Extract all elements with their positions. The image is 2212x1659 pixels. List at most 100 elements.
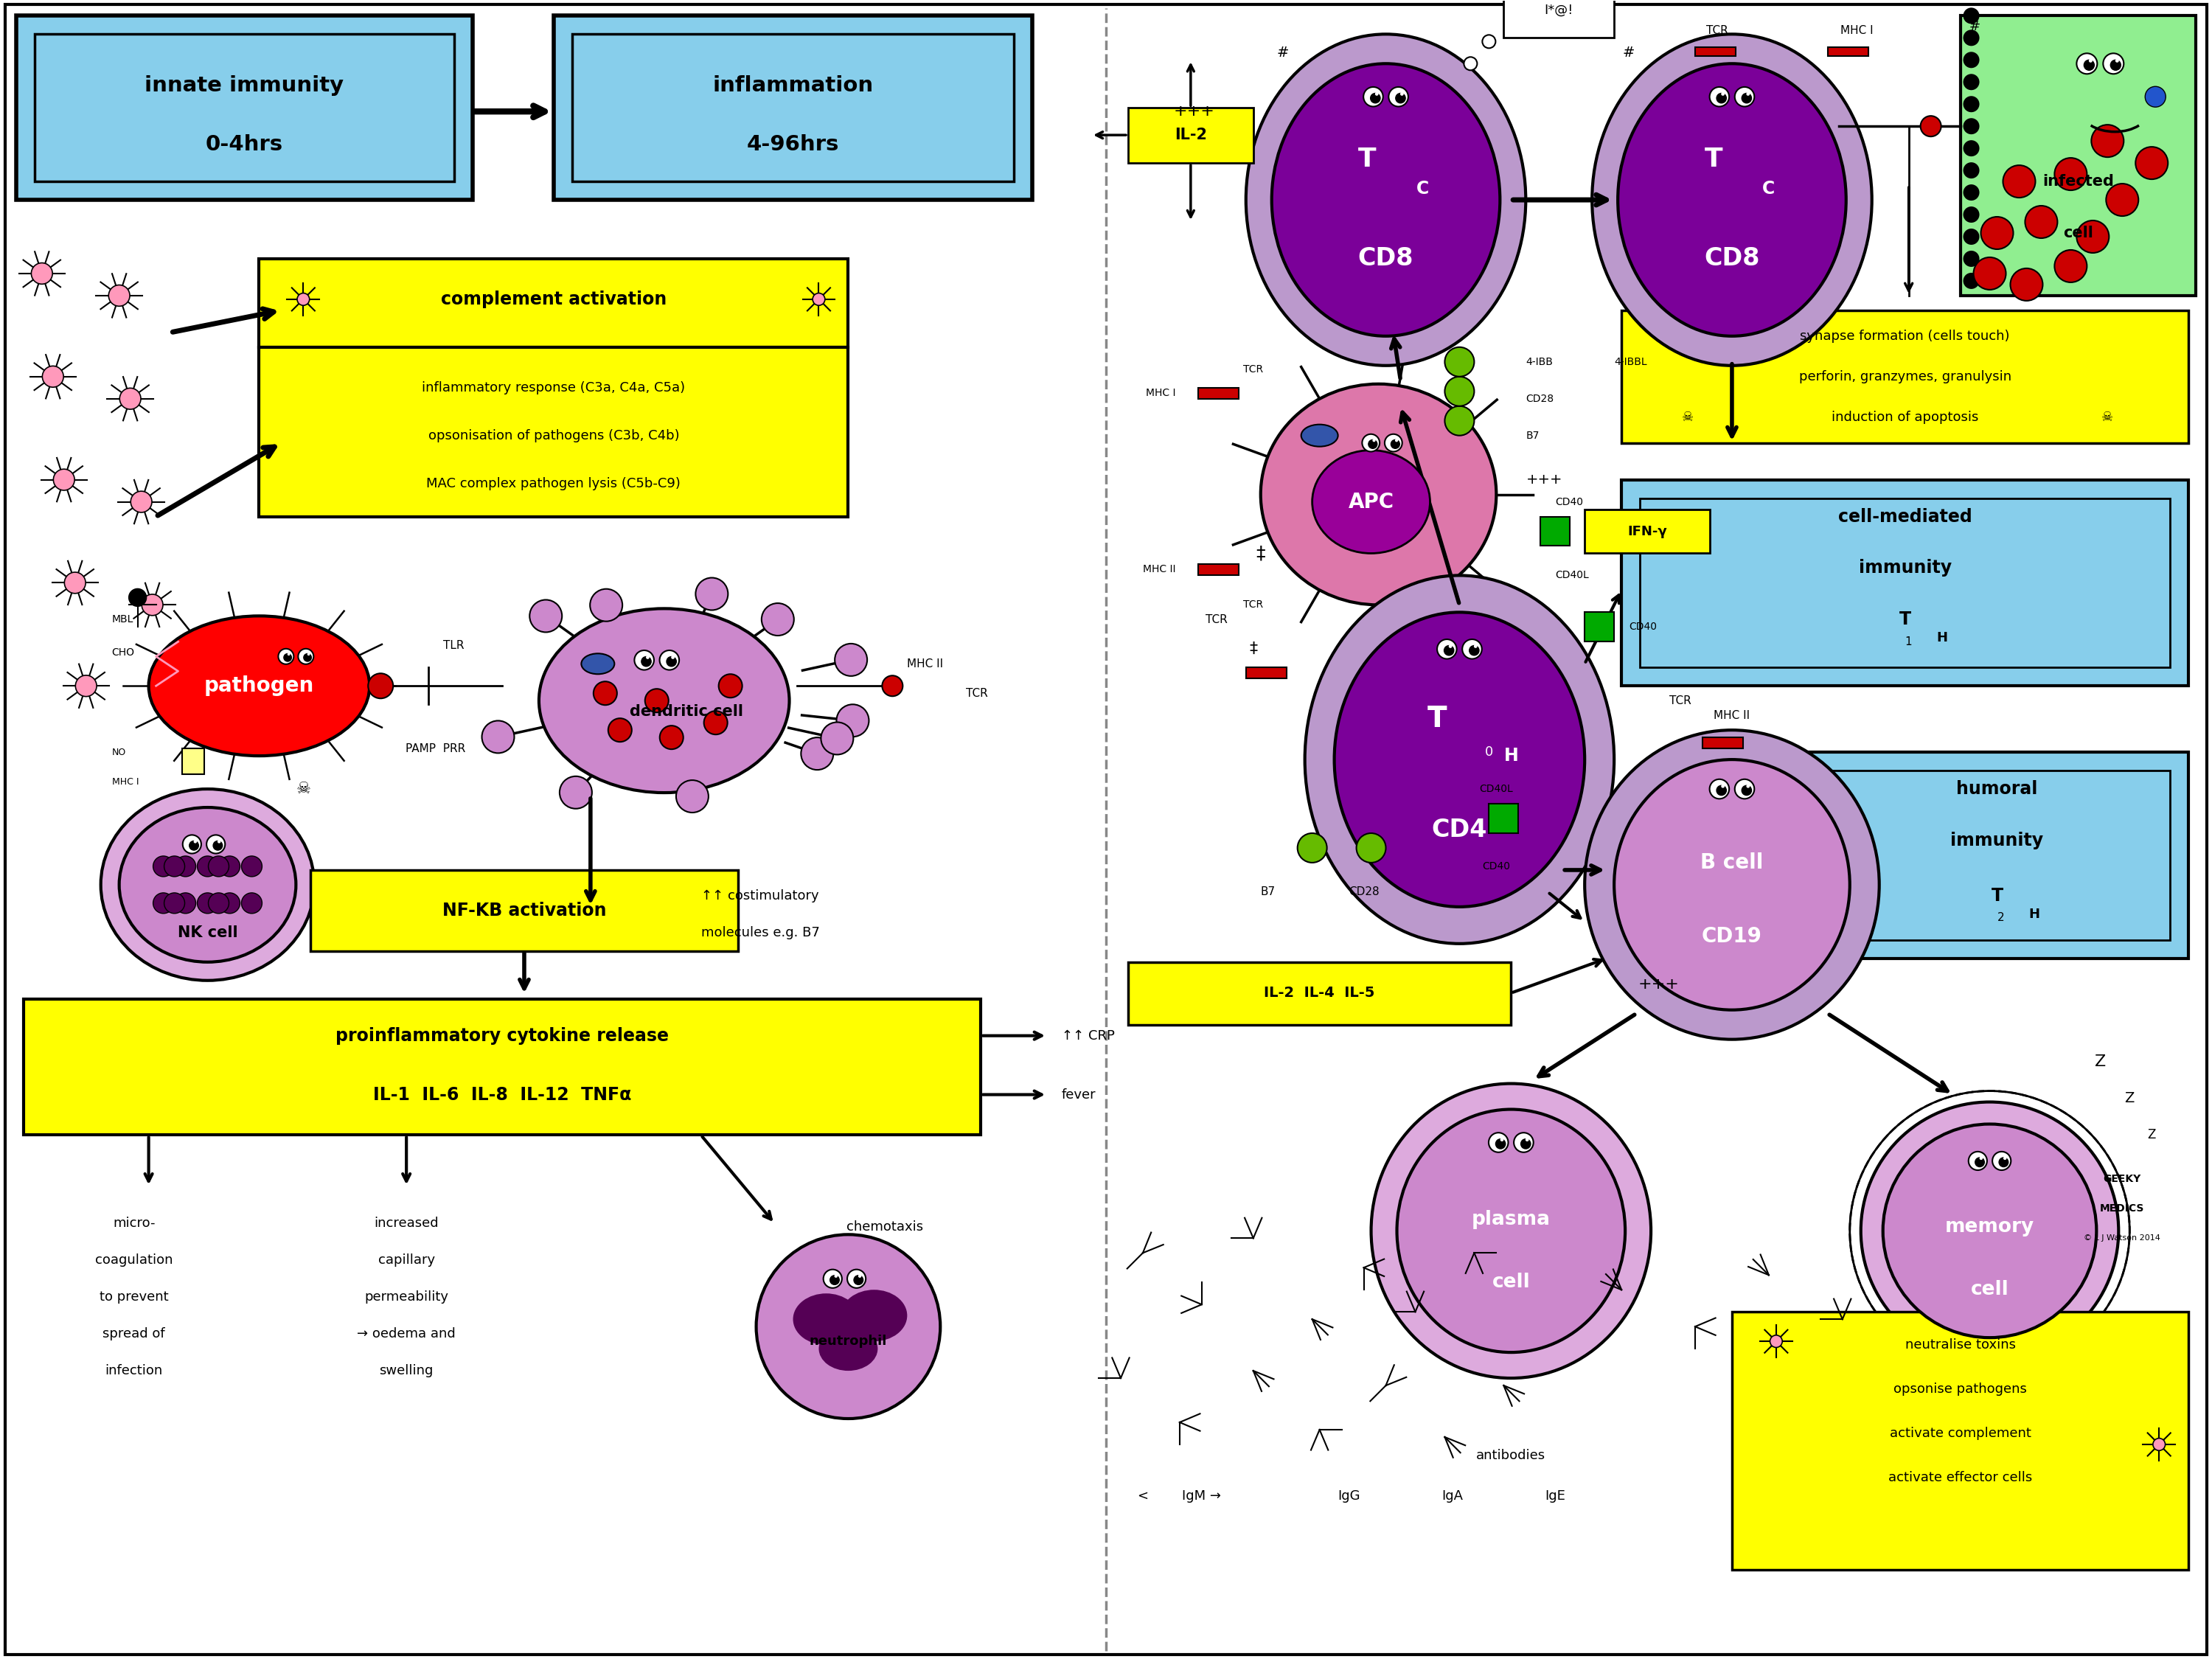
Circle shape (1369, 440, 1378, 448)
Text: dendritic cell: dendritic cell (630, 705, 743, 718)
Circle shape (836, 705, 869, 737)
Circle shape (1526, 1138, 1528, 1141)
Text: immunity: immunity (1951, 831, 2044, 849)
Ellipse shape (841, 1289, 907, 1342)
Circle shape (195, 839, 197, 843)
Circle shape (1964, 8, 1980, 23)
Circle shape (635, 650, 655, 670)
FancyBboxPatch shape (573, 35, 1013, 181)
Text: ‡: ‡ (1250, 642, 1256, 657)
Circle shape (1964, 184, 1980, 201)
Circle shape (2024, 206, 2057, 239)
Text: I*@!: I*@! (1544, 3, 1573, 17)
Circle shape (1438, 639, 1458, 659)
Circle shape (299, 649, 314, 664)
Text: MHC II: MHC II (1144, 564, 1177, 574)
Circle shape (1721, 785, 1725, 788)
Circle shape (283, 654, 292, 662)
Circle shape (164, 893, 186, 914)
FancyBboxPatch shape (1584, 509, 1710, 554)
Text: cell: cell (1491, 1272, 1531, 1292)
FancyBboxPatch shape (181, 748, 204, 775)
Text: CD40: CD40 (1555, 496, 1584, 508)
FancyBboxPatch shape (35, 35, 453, 181)
FancyBboxPatch shape (1245, 667, 1287, 679)
Circle shape (1734, 780, 1754, 798)
FancyBboxPatch shape (15, 15, 473, 199)
Text: micro-: micro- (113, 1216, 155, 1229)
Circle shape (219, 856, 239, 876)
FancyBboxPatch shape (1489, 803, 1517, 833)
Circle shape (367, 674, 394, 698)
Text: MHC I: MHC I (113, 776, 139, 786)
FancyBboxPatch shape (310, 869, 739, 951)
Circle shape (208, 856, 228, 876)
Circle shape (1964, 251, 1980, 267)
Text: ‡: ‡ (1256, 544, 1265, 562)
Circle shape (2104, 53, 2124, 75)
Circle shape (1710, 86, 1730, 106)
Text: increased: increased (374, 1216, 438, 1229)
Text: MEDICS: MEDICS (2099, 1203, 2143, 1214)
Text: CD40L: CD40L (1555, 571, 1588, 581)
Text: NK cell: NK cell (177, 926, 237, 941)
FancyBboxPatch shape (1732, 1312, 2188, 1569)
Text: 4-96hrs: 4-96hrs (748, 134, 838, 154)
Circle shape (184, 834, 201, 853)
Ellipse shape (1334, 612, 1584, 907)
Circle shape (719, 674, 743, 698)
Text: to prevent: to prevent (100, 1291, 168, 1304)
Ellipse shape (1615, 760, 1849, 1010)
Text: NF-KB activation: NF-KB activation (442, 901, 606, 919)
Circle shape (2077, 53, 2097, 75)
Circle shape (560, 776, 593, 808)
Circle shape (1745, 785, 1750, 788)
Text: perforin, granzymes, granulysin: perforin, granzymes, granulysin (1798, 370, 2011, 383)
Text: innate immunity: innate immunity (144, 75, 345, 96)
Circle shape (175, 856, 197, 876)
Text: 4-IBBL: 4-IBBL (1615, 357, 1648, 367)
Circle shape (1975, 1158, 1984, 1166)
Circle shape (1513, 1133, 1533, 1153)
FancyBboxPatch shape (1827, 48, 1869, 56)
Circle shape (1444, 406, 1473, 436)
Circle shape (1495, 1140, 1506, 1148)
Circle shape (1920, 116, 1942, 136)
Text: fever: fever (1062, 1088, 1097, 1102)
Text: MHC I: MHC I (1840, 25, 1874, 36)
Circle shape (677, 780, 708, 813)
Text: CHO: CHO (113, 647, 135, 659)
FancyBboxPatch shape (1584, 612, 1615, 642)
Circle shape (208, 893, 228, 914)
Text: CD8: CD8 (1358, 247, 1413, 270)
Text: B7: B7 (1261, 886, 1276, 898)
Circle shape (53, 469, 75, 491)
FancyBboxPatch shape (259, 259, 847, 347)
Circle shape (1396, 440, 1398, 441)
Text: humoral: humoral (1955, 780, 2037, 798)
FancyBboxPatch shape (1825, 770, 2170, 941)
Text: APC: APC (1347, 491, 1394, 513)
Circle shape (64, 572, 86, 594)
Circle shape (217, 839, 221, 843)
Text: IL-2: IL-2 (1175, 128, 1208, 143)
Circle shape (1969, 1151, 1986, 1170)
Text: complement activation: complement activation (440, 290, 666, 309)
Text: pathogen: pathogen (204, 675, 314, 697)
Circle shape (883, 675, 902, 697)
Text: CD8: CD8 (1703, 247, 1761, 270)
Text: ↑↑ CRP: ↑↑ CRP (1062, 1029, 1115, 1042)
Ellipse shape (1245, 35, 1526, 365)
FancyBboxPatch shape (1199, 564, 1239, 576)
Circle shape (1741, 93, 1752, 103)
Text: #: # (1276, 45, 1290, 60)
Text: chemotaxis: chemotaxis (847, 1221, 922, 1234)
Text: swelling: swelling (378, 1364, 434, 1377)
Text: ☠: ☠ (296, 781, 310, 796)
Text: PAMP  PRR: PAMP PRR (405, 743, 467, 755)
Text: cell: cell (1971, 1281, 2008, 1299)
Text: C: C (1416, 179, 1429, 197)
Circle shape (1982, 217, 2013, 249)
Text: proinflammatory cytokine release: proinflammatory cytokine release (336, 1027, 668, 1045)
Circle shape (1371, 93, 1380, 103)
